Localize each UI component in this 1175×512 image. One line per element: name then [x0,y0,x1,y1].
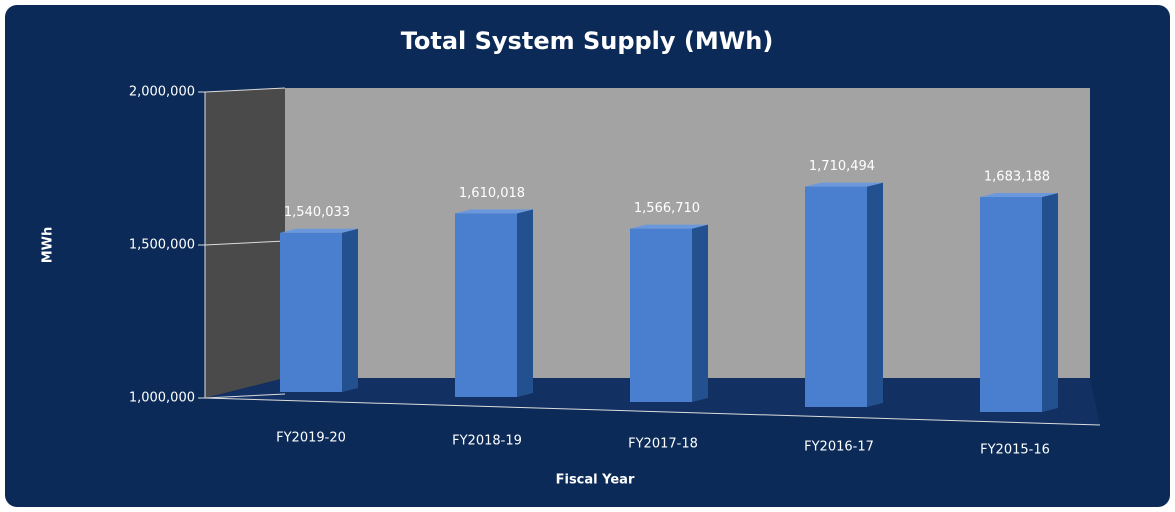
tick-line [198,240,286,246]
bar-top [630,224,708,229]
bar-side [342,228,358,392]
bar-front [455,213,517,397]
bar-side [692,224,708,402]
tick-line [198,393,286,399]
bar-side [1042,192,1058,412]
bar-top [455,209,533,214]
bar-front [980,196,1042,412]
x-axis-title: Fiscal Year [556,473,635,488]
bar-front [280,232,342,392]
y-axis-title: MWh [41,227,56,264]
x-tick-label: FY2018-19 [452,434,522,449]
x-tick-label: FY2019-20 [276,431,346,446]
y-tick-label: 2,000,000 [129,85,195,100]
y-tick-label: 1,000,000 [129,391,195,406]
bar-front [805,186,867,407]
value-label: 1,610,018 [459,186,525,201]
value-label: 1,540,033 [284,205,350,220]
bar-side [867,182,883,407]
x-tick-label: FY2017-18 [628,437,698,452]
bar [980,192,1058,412]
bar-top [980,192,1058,197]
bar-front [630,228,692,402]
tick-line [198,87,286,93]
value-label: 1,710,494 [809,159,875,174]
bar-top [805,182,883,187]
x-tick-label: FY2016-17 [804,440,874,455]
bar [630,224,708,402]
bar-top [280,228,358,233]
chart-title: Total System Supply (MWh) [401,27,774,55]
bar [455,209,533,397]
x-axis [204,397,1101,426]
y-tick-label: 1,500,000 [129,238,195,253]
bar [805,182,883,407]
bar [280,228,358,392]
value-label: 1,566,710 [634,201,700,216]
value-label: 1,683,188 [984,169,1050,184]
bar-side [517,209,533,397]
x-tick-label: FY2015-16 [980,443,1050,458]
